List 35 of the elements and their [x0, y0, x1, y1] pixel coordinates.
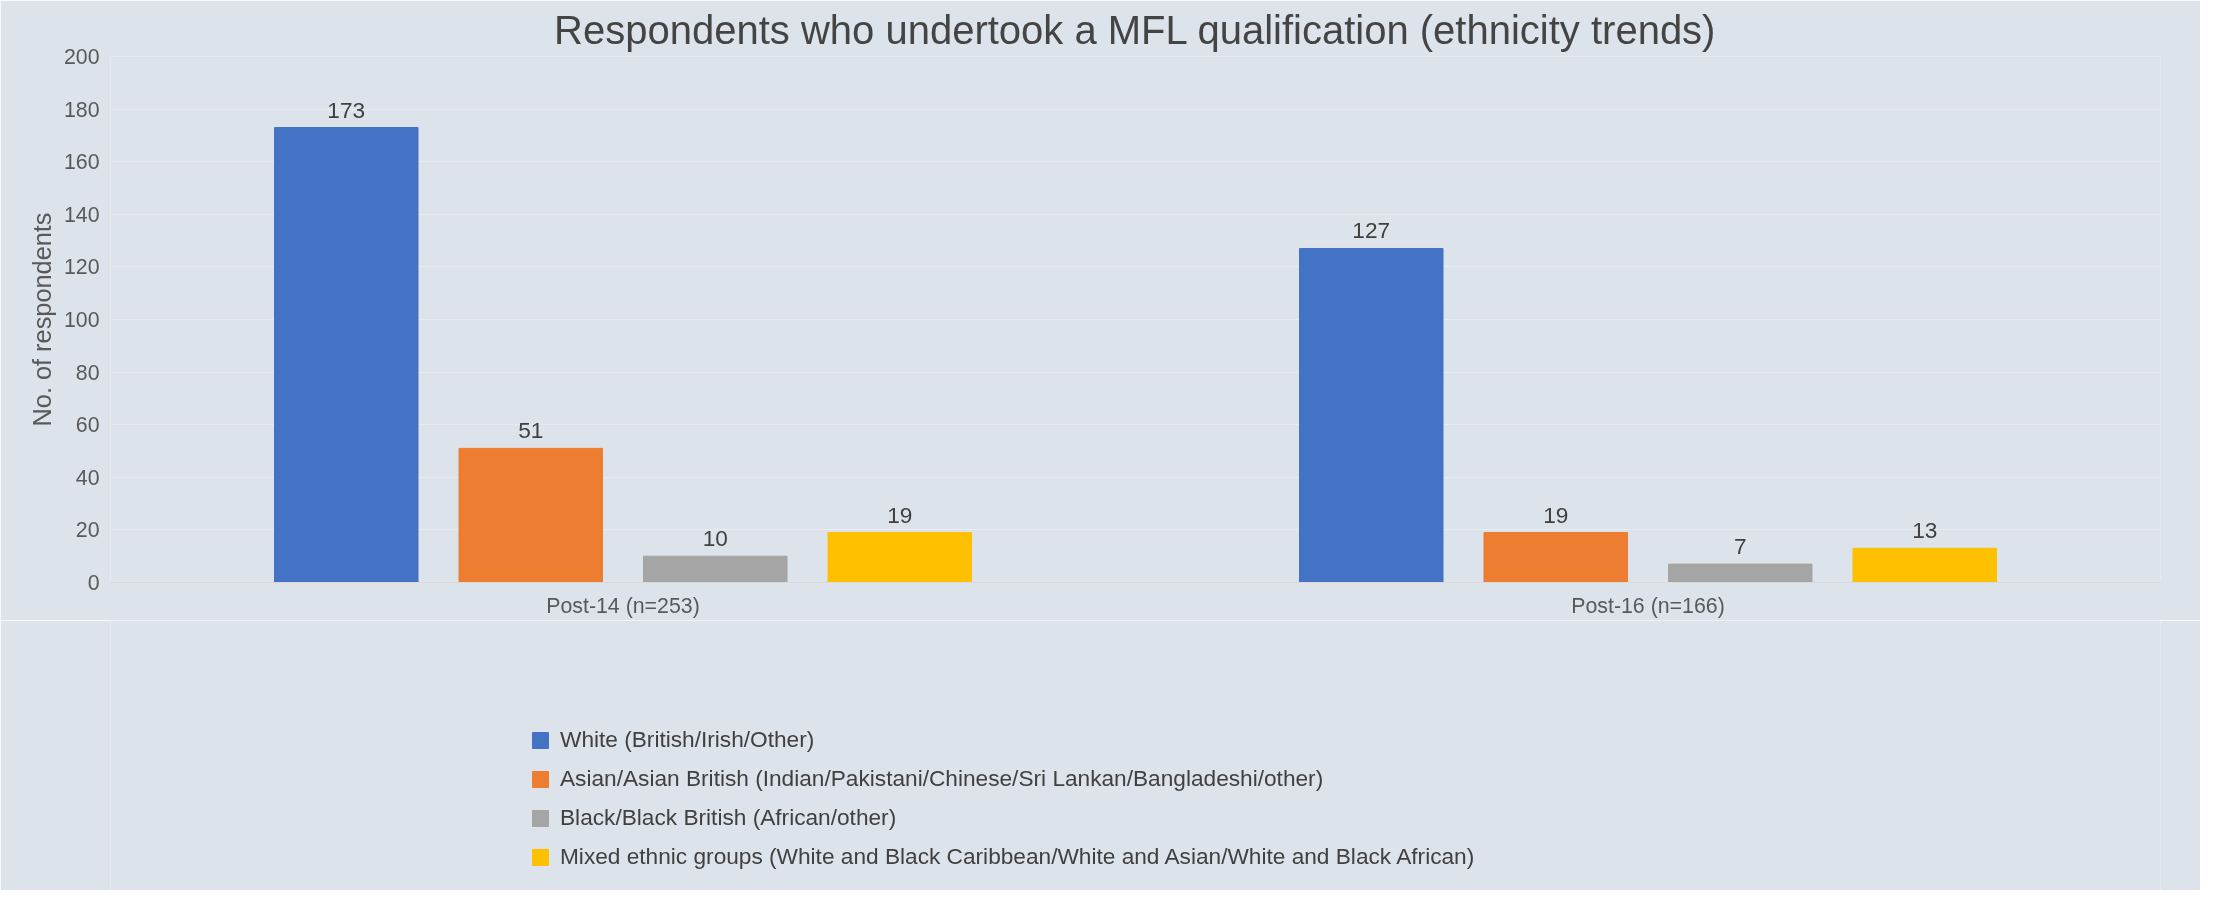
bar — [274, 127, 419, 583]
legend-label: Asian/Asian British (Indian/Pakistani/Chinese/Sri Lankan/Bangladeshi/other) — [560, 765, 1324, 792]
y-tick-label: 160 — [63, 150, 100, 175]
bar — [1299, 247, 1444, 583]
y-axis-title: No. of respondents — [27, 212, 56, 427]
bar — [1483, 532, 1628, 583]
chart-title: Respondents who undertook a MFL qualification (ethnicity trends) — [554, 7, 1716, 52]
bar — [458, 447, 603, 583]
data-label: 13 — [1912, 517, 1938, 544]
y-tick-label: 180 — [63, 97, 100, 122]
x-tick-label: Post-16 (n=166) — [1571, 593, 1725, 618]
y-tick-label: 200 — [63, 45, 100, 69]
legend-label: Black/Black British (African/other) — [560, 804, 897, 831]
data-label: 127 — [1352, 217, 1391, 244]
data-label: 19 — [1543, 501, 1569, 528]
y-tick-label: 80 — [75, 360, 100, 385]
data-label: 51 — [518, 417, 544, 444]
bar — [1668, 563, 1813, 583]
data-label: 10 — [702, 525, 728, 552]
y-tick-label: 60 — [75, 413, 100, 438]
legend-label: White (British/Irish/Other) — [560, 726, 815, 753]
y-tick-label: 100 — [63, 308, 100, 332]
y-tick-label: 0 — [87, 571, 100, 595]
legend-label: Mixed ethnic groups (White and Black Caribbean/White and Asian/White and Black African) — [560, 843, 1475, 870]
bar — [827, 532, 972, 583]
data-label: 7 — [1733, 533, 1747, 560]
data-label: 173 — [327, 96, 366, 123]
x-tick-label: Post-14 (n=253) — [546, 593, 700, 618]
y-tick-label: 20 — [75, 518, 100, 543]
data-label: 19 — [887, 501, 913, 528]
y-tick-label: 120 — [63, 255, 100, 280]
bar — [643, 555, 788, 583]
bar — [1852, 547, 1997, 583]
y-tick-label: 40 — [75, 465, 100, 490]
y-tick-label: 140 — [63, 202, 100, 227]
